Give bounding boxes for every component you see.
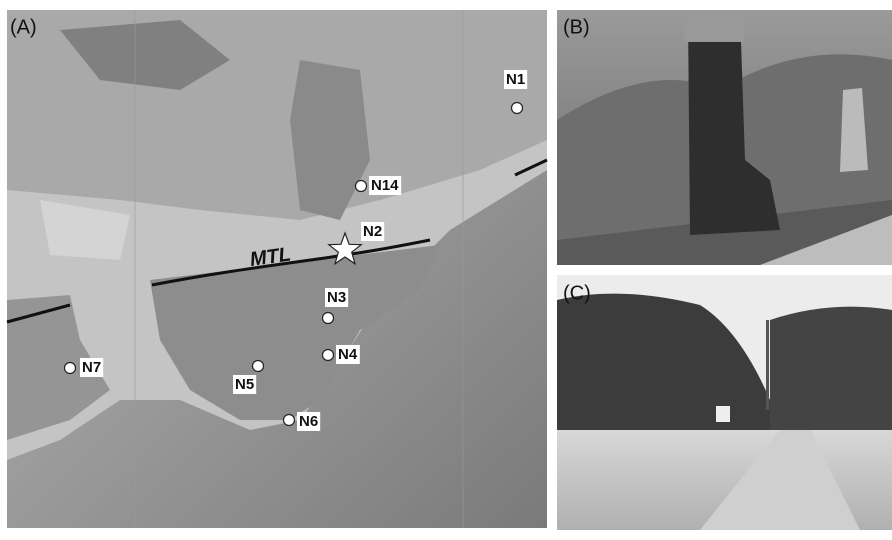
photo-panel: (B) bbox=[557, 10, 892, 265]
station-label: N1 bbox=[506, 71, 525, 88]
station-label: N14 bbox=[371, 177, 399, 194]
station-marker bbox=[323, 350, 334, 361]
panel-label: (A) bbox=[10, 16, 37, 38]
panel-label: (B) bbox=[563, 16, 590, 38]
station-marker bbox=[512, 103, 523, 114]
station-label: N7 bbox=[82, 359, 101, 376]
station-label: N2 bbox=[363, 223, 382, 240]
station-marker bbox=[253, 361, 264, 372]
station-label: N3 bbox=[327, 289, 346, 306]
station-label: N6 bbox=[299, 413, 318, 430]
station-marker bbox=[65, 363, 76, 374]
station-marker bbox=[284, 415, 295, 426]
station-marker bbox=[323, 313, 334, 324]
station-label: N5 bbox=[235, 376, 254, 393]
photo-panel: (C) bbox=[557, 275, 892, 530]
figure: MTL N1N14N2N3N4N5N6N7 (A) (B) (C) bbox=[0, 0, 892, 535]
station-label: N4 bbox=[338, 346, 358, 363]
station-marker bbox=[356, 181, 367, 192]
panel-label: (C) bbox=[563, 282, 591, 304]
